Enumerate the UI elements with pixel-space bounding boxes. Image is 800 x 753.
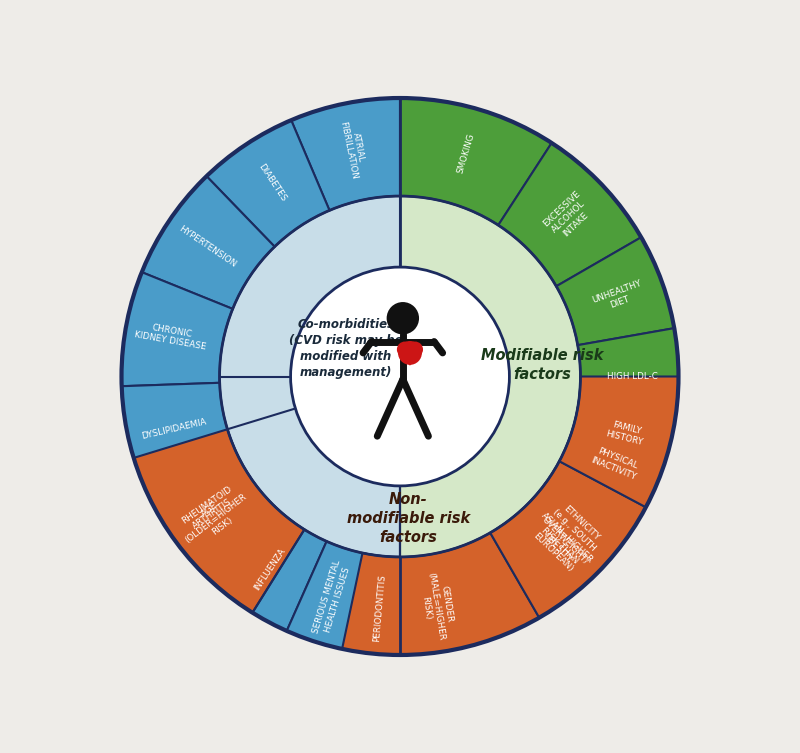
- Text: Non-
modifiable risk
factors: Non- modifiable risk factors: [347, 492, 470, 544]
- Wedge shape: [490, 462, 646, 617]
- Text: Modifiable risk
factors: Modifiable risk factors: [481, 349, 603, 382]
- Wedge shape: [134, 429, 304, 613]
- Wedge shape: [122, 383, 235, 489]
- Text: SMOKING: SMOKING: [456, 133, 476, 175]
- Text: PERIODONTITIS: PERIODONTITIS: [372, 574, 387, 642]
- Wedge shape: [219, 196, 400, 557]
- Text: GENDER
(MALE=HIGHER
RISK): GENDER (MALE=HIGHER RISK): [416, 570, 457, 642]
- Text: DIABETES: DIABETES: [256, 162, 287, 203]
- Text: HYPERTENSION: HYPERTENSION: [177, 224, 238, 269]
- Text: AGE
(OLDER=HIGHER
RISK): AGE (OLDER=HIGHER RISK): [177, 483, 254, 553]
- Wedge shape: [556, 237, 674, 345]
- Wedge shape: [142, 176, 274, 309]
- Wedge shape: [286, 541, 369, 651]
- Wedge shape: [291, 98, 400, 210]
- Circle shape: [386, 302, 419, 334]
- Wedge shape: [496, 477, 631, 613]
- Wedge shape: [400, 98, 552, 225]
- Wedge shape: [206, 506, 326, 631]
- Wedge shape: [219, 376, 581, 557]
- Text: Co-morbidities
(CVD risk may be
modified with
management): Co-morbidities (CVD risk may be modified…: [289, 318, 403, 379]
- Wedge shape: [122, 272, 233, 386]
- Text: UNHEALTHY
DIET: UNHEALTHY DIET: [590, 279, 646, 315]
- Wedge shape: [550, 408, 674, 532]
- Wedge shape: [146, 450, 274, 577]
- Text: ETHNICITY
(e.g., SOUTH
ASIAN=HIGHER
RISK THAN
EUROPEAN): ETHNICITY (e.g., SOUTH ASIAN=HIGHER RISK…: [525, 496, 609, 580]
- Text: PHYSICAL
INACTIVITY: PHYSICAL INACTIVITY: [590, 446, 642, 481]
- Text: FAMILY
HISTORY: FAMILY HISTORY: [605, 419, 646, 447]
- Text: RHEUMATOID
ARTHRITIS: RHEUMATOID ARTHRITIS: [180, 485, 239, 535]
- Wedge shape: [559, 376, 678, 508]
- Circle shape: [397, 342, 413, 358]
- Text: OVERWEIGHT/
OBESITY: OVERWEIGHT/ OBESITY: [533, 514, 590, 573]
- Wedge shape: [578, 328, 678, 425]
- Wedge shape: [400, 196, 581, 557]
- Text: EXCESSIVE
ALCOHOL
INTAKE: EXCESSIVE ALCOHOL INTAKE: [541, 189, 596, 244]
- Text: SERIOUS MENTAL
HEALTH ISSUES: SERIOUS MENTAL HEALTH ISSUES: [312, 559, 353, 638]
- Wedge shape: [498, 143, 641, 286]
- Circle shape: [407, 342, 423, 358]
- Text: CHRONIC
KIDNEY DISEASE: CHRONIC KIDNEY DISEASE: [134, 320, 209, 352]
- Text: DYSLIPIDAEMIA: DYSLIPIDAEMIA: [140, 417, 207, 441]
- Text: HIGH LDL-C: HIGH LDL-C: [607, 372, 658, 381]
- Text: ATRIAL
FIBRILLATION: ATRIAL FIBRILLATION: [338, 118, 369, 179]
- Wedge shape: [342, 533, 539, 655]
- Circle shape: [398, 341, 422, 365]
- Text: INFLUENZA: INFLUENZA: [253, 547, 287, 592]
- Circle shape: [290, 267, 510, 486]
- Polygon shape: [398, 352, 422, 366]
- Wedge shape: [206, 120, 330, 247]
- Wedge shape: [352, 554, 400, 655]
